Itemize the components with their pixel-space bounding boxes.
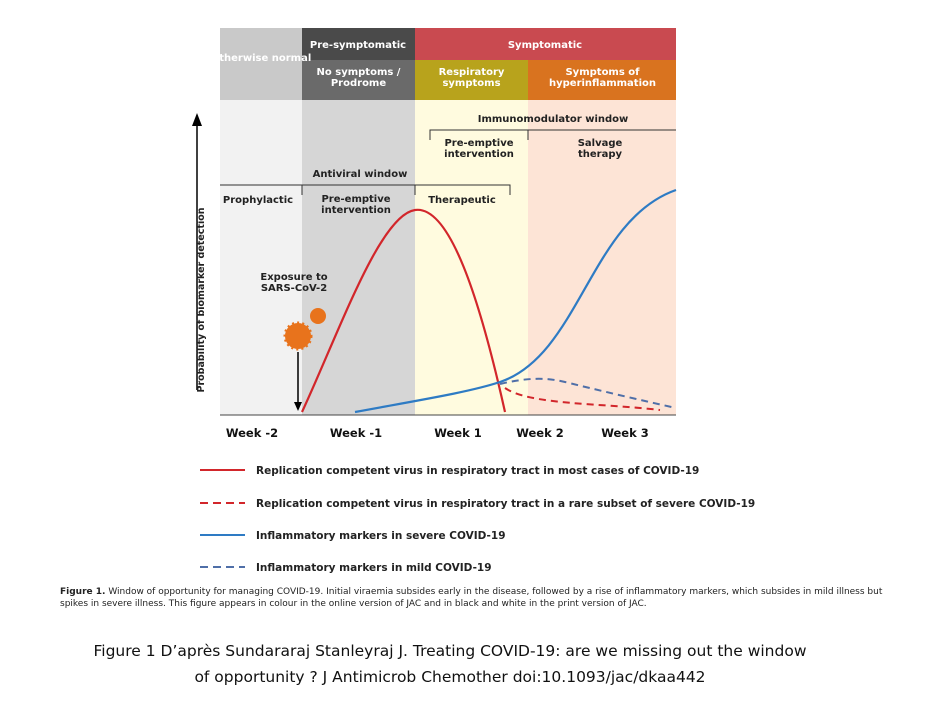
window-label: Salvage therapy — [577, 138, 623, 160]
x-label: Week -2 — [226, 426, 278, 440]
label-box: Pre-emptive intervention — [444, 138, 514, 160]
virus-icon — [283, 321, 313, 351]
window-label: Prophylactic — [223, 195, 293, 206]
caption-text: Window of opportunity for managing COVID… — [60, 587, 883, 609]
window-label: Pre-emptive intervention — [444, 138, 514, 160]
phase-bg — [415, 100, 528, 415]
bracket — [429, 129, 676, 140]
credit: Figure 1 D’après Sundararaj Stanleyraj J… — [93, 642, 806, 660]
header-text: Respiratory symptoms — [438, 67, 505, 89]
legend-text: Inflammatory markers in severe COVID-19 — [256, 530, 506, 542]
x-label: Week 3 — [601, 426, 649, 440]
x-label: Week -1 — [330, 426, 382, 440]
legend-text: Replication competent virus in respirato… — [256, 498, 755, 510]
header-box: Respiratory symptoms — [438, 67, 505, 89]
header-cell — [220, 28, 302, 100]
header-cell — [302, 28, 415, 60]
header-box: Symptoms of hyperinflammation — [548, 67, 656, 89]
inflammation-curve-dashed — [499, 377, 677, 409]
header-text: Symptoms of hyperinflammation — [548, 67, 656, 89]
legend-text: Inflammatory markers in mild COVID-19 — [256, 562, 492, 574]
caption-label: Figure 1. — [60, 587, 106, 597]
header-text: Symptomatic — [508, 40, 582, 51]
window-label: Immunomodulator window — [478, 114, 629, 125]
virus-curve-dashed — [504, 387, 661, 411]
label-box: Pre-emptive intervention — [321, 194, 391, 216]
window-label: Therapeutic — [428, 195, 496, 206]
label-box: Salvage therapy — [577, 138, 623, 160]
legend-text: Replication competent virus in respirato… — [256, 465, 699, 477]
inflammation-curve — [354, 188, 677, 414]
caption-box: Figure 1. Window of opportunity for mana… — [60, 586, 890, 610]
arrow — [294, 402, 302, 411]
header-text: Pre-symptomatic — [310, 40, 406, 51]
header-cell — [415, 60, 528, 100]
bracket — [220, 184, 511, 195]
header-box: No symptoms / Prodrome — [316, 67, 401, 89]
window-label: Pre-emptive intervention — [321, 194, 391, 216]
label-box: Exposure to SARS-CoV-2 — [260, 272, 328, 294]
x-label: Week 1 — [434, 426, 482, 440]
phase-bg — [302, 100, 415, 415]
window-label: Antiviral window — [313, 169, 408, 180]
header-text: No symptoms / Prodrome — [316, 67, 401, 89]
x-label: Week 2 — [516, 426, 564, 440]
phase-bg — [220, 100, 302, 415]
y-axis-arrow — [192, 113, 202, 126]
header-cell — [415, 28, 676, 60]
y-axis-label: Probability of biomarker detection — [196, 207, 207, 392]
exposure-label: Exposure to SARS-CoV-2 — [260, 272, 328, 294]
credit: of opportunity ? J Antimicrob Chemother … — [194, 668, 705, 686]
virus-curve — [301, 208, 507, 413]
header-cell — [302, 60, 415, 100]
virus-icon — [310, 308, 326, 324]
phase-bg — [528, 100, 676, 415]
header-cell — [528, 60, 676, 100]
header-text: Otherwise normal — [211, 53, 312, 64]
caption: Figure 1. Window of opportunity for mana… — [60, 586, 890, 610]
